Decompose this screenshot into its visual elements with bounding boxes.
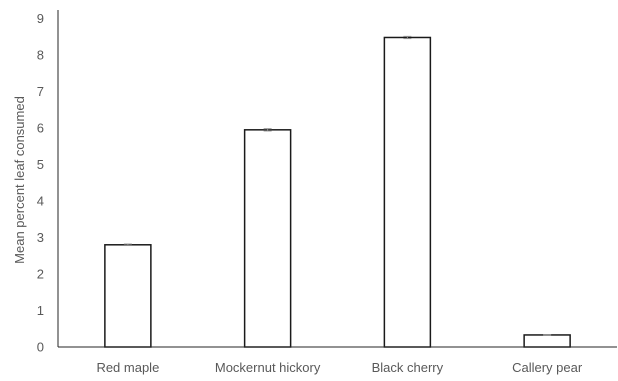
bar bbox=[104, 244, 152, 348]
y-tick-label: 7 bbox=[37, 84, 44, 99]
x-axis-ticks: Red maple Mockernut hickory Black cherry Ca… bbox=[96, 360, 582, 375]
x-tick-label: Callery pear bbox=[512, 360, 583, 375]
x-tick-label: Black cherry bbox=[372, 360, 444, 375]
y-tick-label: 8 bbox=[37, 48, 44, 63]
y-tick-label: 0 bbox=[37, 340, 44, 355]
x-tick-label: Mockernut hickory bbox=[215, 360, 321, 375]
y-tick-label: 2 bbox=[37, 267, 44, 282]
y-tick-label: 5 bbox=[37, 157, 44, 172]
y-axis-title: Mean percent leaf consumed bbox=[12, 96, 27, 264]
bar bbox=[383, 36, 432, 348]
y-tick-label: 9 bbox=[37, 11, 44, 26]
y-tick-label: 1 bbox=[37, 303, 44, 318]
bar bbox=[243, 129, 292, 348]
y-tick-label: 6 bbox=[37, 121, 44, 136]
bars bbox=[104, 35, 571, 348]
y-axis-ticks: 0 1 2 3 4 5 6 7 8 9 bbox=[37, 11, 44, 355]
bar bbox=[523, 334, 571, 348]
y-tick-label: 4 bbox=[37, 194, 44, 209]
y-tick-label: 3 bbox=[37, 230, 44, 245]
x-tick-label: Red maple bbox=[96, 360, 159, 375]
